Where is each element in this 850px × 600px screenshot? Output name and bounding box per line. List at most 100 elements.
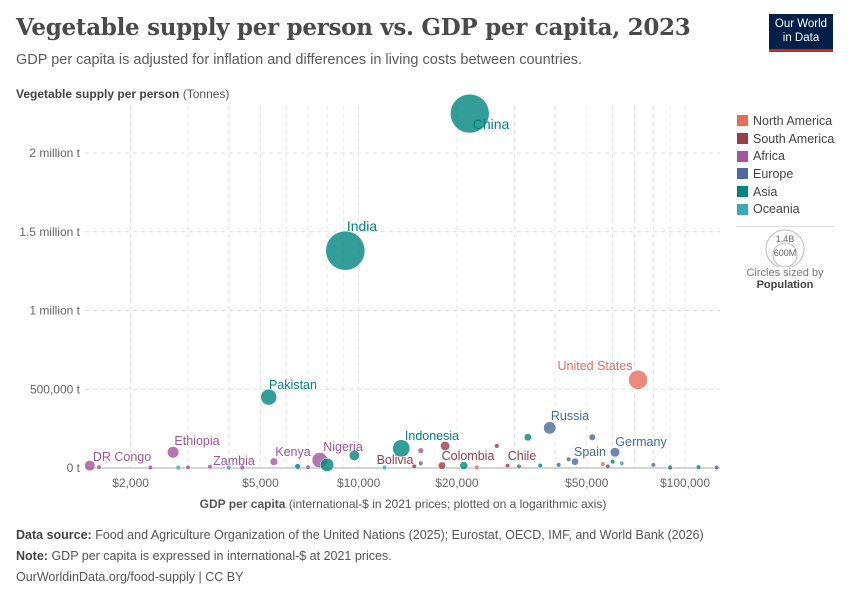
data-point-ethiopia [167,446,180,459]
data-point-country [650,462,656,468]
point-label: Zambia [213,454,255,468]
data-point-china [450,93,490,134]
legend: North America South America Africa Europe As… [737,112,834,218]
data-point-dr-congo [84,460,96,472]
data-point-country [667,464,673,471]
legend-item[interactable]: North America [737,112,834,130]
data-point-country [516,463,522,469]
point-label: Spain [574,445,606,459]
chart-title: Vegetable supply per person vs. GDP per … [16,14,691,41]
data-point-country [320,457,335,472]
legend-label: Oceania [753,202,800,217]
legend-swatch [737,150,748,162]
point-label: Nigeria [323,440,363,454]
y-axis-unit: (Tonnes) [182,87,230,101]
data-point-country [226,465,232,471]
y-axis-label: Vegetable supply per person (Tonnes) [16,87,229,101]
size-legend-big: 1.4B [776,234,795,244]
point-label: Pakistan [269,378,317,392]
data-point-country [418,460,424,466]
logo-line2: in Data [782,32,820,44]
data-point-country [147,464,153,471]
size-legend: 1.4B 600M Circles sized by Population [736,226,834,291]
footer-url[interactable]: OurWorldinData.org/food-supply | CC BY [16,570,244,584]
footer-note: Note: GDP per capita is expressed in int… [16,549,392,563]
point-label: Germany [615,435,667,449]
legend-item[interactable]: South America [737,130,834,148]
data-point-zambia [207,464,213,470]
legend-swatch [737,115,748,127]
data-point-united-states [628,370,648,390]
data-point-country [556,462,562,468]
owid-logo[interactable]: Our World in Data [769,14,833,52]
point-label: Colombia [442,449,495,463]
legend-label: Asia [753,184,778,199]
data-point-country [381,464,388,471]
data-point-country [714,464,720,471]
legend-item[interactable]: Asia [737,183,834,201]
legend-label: North America [753,113,833,128]
legend-item[interactable]: Europe [737,165,834,183]
data-point-country [600,461,606,467]
data-point-chile [505,463,511,469]
logo-line1: Our World [774,18,828,30]
data-point-country [494,443,500,449]
data-point-russia [543,421,557,435]
data-point-country [523,433,532,442]
source-text: Food and Agriculture Organization of the… [95,528,704,542]
size-legend-caption: Circles sized by [746,267,824,279]
x-tick-label: $20,000 [435,476,479,490]
point-label: Bolivia [377,453,414,467]
point-label: Indonesia [405,429,459,443]
source-label: Data source: [16,528,92,542]
point-label: Kenya [275,445,310,459]
data-point-country [588,433,596,441]
footer-source: Data source: Food and Agriculture Organi… [16,528,704,542]
x-axis-label-rest: (international-$ in 2021 prices; plotted… [289,497,607,511]
data-point-country [294,463,301,470]
legend-swatch [737,186,748,198]
legend-swatch [737,133,748,145]
point-label: Russia [551,409,589,423]
y-tick-label: 0 t [67,461,81,475]
data-point-germany [609,447,620,458]
legend-label: South America [753,131,835,146]
point-label: Ethiopia [174,434,219,448]
x-axis-label-bold: GDP per capita [200,497,286,511]
size-legend-circles: 1.4B 600M [765,229,805,267]
x-axis-label: GDP per capita (international-$ in 2021 … [200,497,607,511]
y-tick-label: 1 million t [29,304,80,318]
note-label: Note: [16,549,48,563]
legend-item[interactable]: Africa [737,147,834,165]
data-point-country [474,464,480,470]
legend-swatch [737,168,748,180]
data-point-country [417,447,424,454]
data-point-country [175,465,181,471]
y-tick-label: 1.5 million t [19,225,80,239]
data-point-country [537,463,543,469]
data-point-bolivia [411,463,417,469]
x-tick-label: $100,000 [660,476,710,490]
x-tick-label: $50,000 [565,476,609,490]
data-point-country [440,441,450,451]
data-point-pakistan [260,388,277,406]
point-label: China [473,116,510,132]
data-point-country [566,456,572,462]
y-axis-label-bold: Vegetable supply per person [16,87,180,101]
data-point-indonesia [392,439,411,458]
data-point-country [185,464,191,470]
point-label: India [347,218,378,234]
x-tick-label: $10,000 [337,476,381,490]
data-point-country [459,461,469,470]
data-point-india [325,230,366,271]
legend-label: Europe [753,166,794,181]
legend-swatch [737,203,748,215]
legend-item[interactable]: Oceania [737,200,834,218]
data-point-country [619,460,625,466]
data-point-country [96,464,102,470]
data-point-country [695,464,702,470]
note-text: GDP per capita is expressed in internati… [51,549,392,563]
data-point-country [305,464,311,470]
